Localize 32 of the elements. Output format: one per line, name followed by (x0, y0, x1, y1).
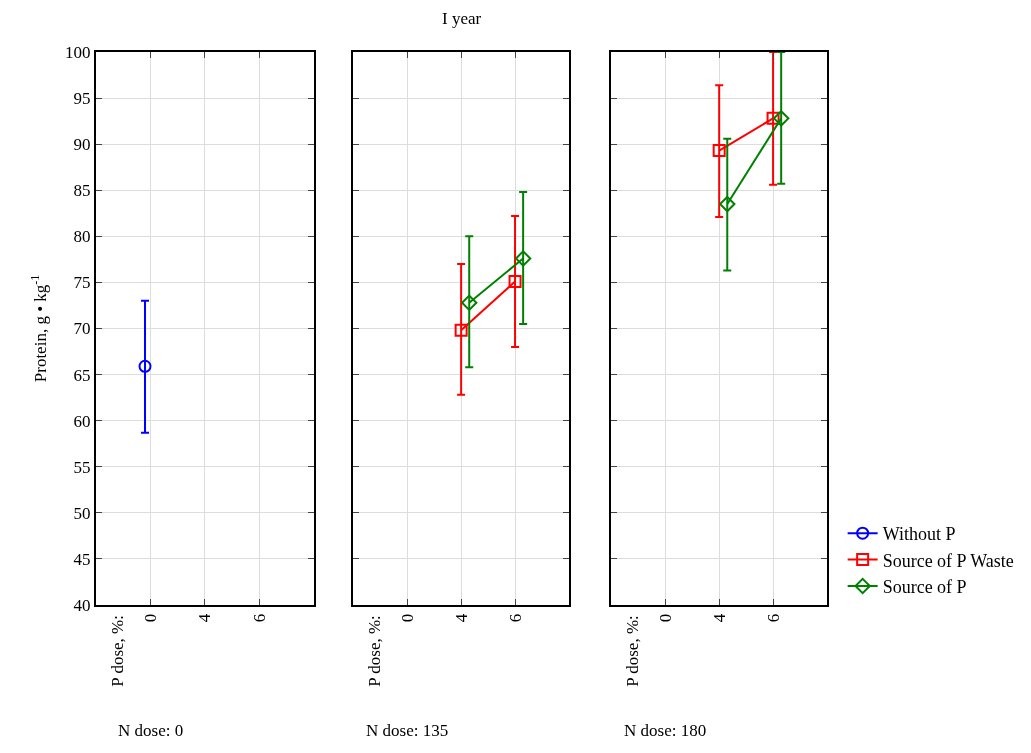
y-tick-label: 55 (73, 457, 91, 477)
legend-label: Source of P (882, 577, 967, 598)
x-tick-label: 4 (709, 613, 729, 623)
y-tick-label: 60 (73, 411, 91, 431)
legend-label: Source of P Waste (882, 550, 1014, 571)
y-tick-label: 50 (73, 503, 91, 523)
y-tick-label: 95 (73, 89, 91, 109)
x-tick-label: 6 (505, 613, 525, 623)
y-tick-label: 90 (73, 135, 91, 155)
text: P dose, %: (107, 615, 127, 687)
x-tick-label: 6 (763, 613, 783, 623)
y-tick-label: 40 (73, 595, 91, 615)
text: P dose, %: (622, 615, 642, 687)
y-tick-label: 75 (73, 273, 91, 293)
x-tick-label: 4 (195, 613, 215, 623)
chart-title: I year (442, 9, 482, 28)
y-tick-label: 45 (73, 549, 91, 569)
y-tick-label: 70 (73, 319, 91, 339)
x-tick-label: 0 (655, 613, 675, 623)
y-tick-label: 100 (65, 42, 91, 62)
x-tick-label: 6 (249, 613, 269, 623)
x-tick-label: 0 (397, 613, 417, 623)
text: N dose: 135 (366, 721, 449, 740)
legend-label: Without P (882, 524, 956, 545)
text: P dose, %: (364, 615, 384, 687)
text: N dose: 0 (118, 721, 184, 740)
text: N dose: 180 (624, 721, 707, 740)
y-tick-label: 65 (73, 365, 91, 385)
y-tick-label: 80 (73, 227, 91, 247)
y-tick-label: 85 (73, 181, 91, 201)
x-tick-label: 4 (451, 613, 471, 623)
x-tick-label: 0 (140, 613, 160, 623)
